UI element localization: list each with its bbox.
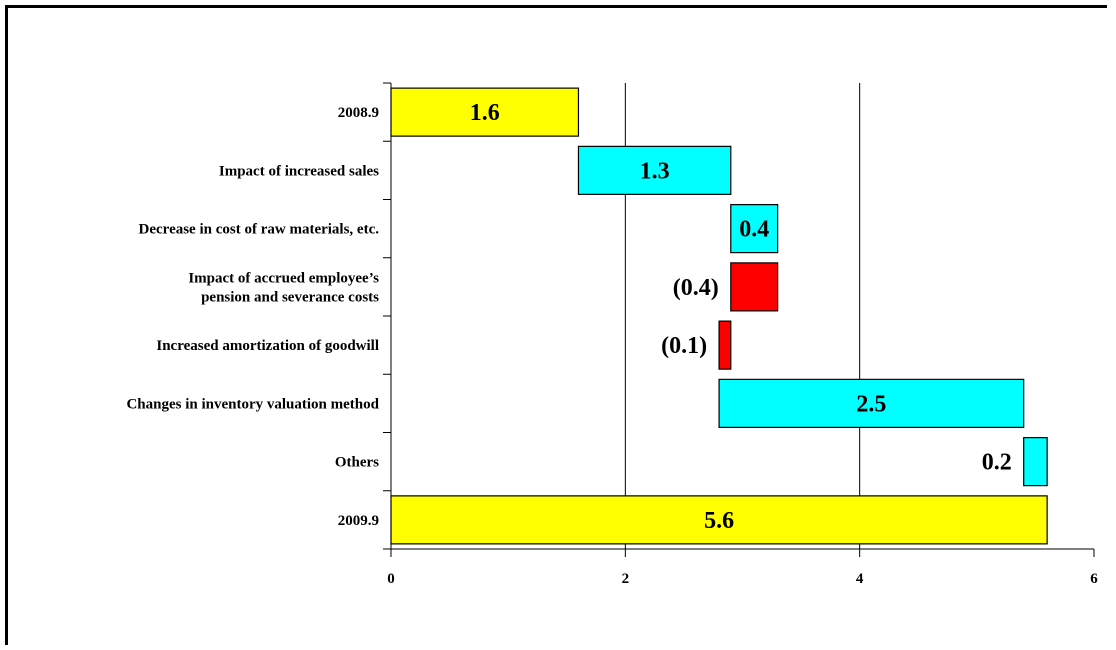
- bar: [718, 320, 732, 370]
- category-label: Changes in inventory valuation method: [126, 396, 379, 412]
- bar: [718, 378, 1025, 428]
- data-label: 0.2: [982, 450, 1012, 476]
- category-label: Impact of accrued employee’s: [188, 270, 379, 286]
- bar: [577, 145, 732, 195]
- data-label: 5.6: [704, 508, 734, 534]
- bar: [730, 204, 779, 254]
- data-label: 1.3: [640, 158, 670, 184]
- category-label: pension and severance costs: [201, 289, 379, 305]
- category-label: 2009.9: [338, 513, 379, 529]
- category-label: Others: [335, 455, 379, 471]
- data-label: 0.4: [739, 217, 769, 243]
- bar: [1023, 437, 1048, 487]
- bar: [390, 87, 580, 137]
- data-label: 1.6: [470, 100, 500, 126]
- x-tick-label: 4: [856, 571, 864, 587]
- bar: [730, 262, 779, 312]
- x-tick-label: 0: [387, 571, 395, 587]
- data-label: (0.4): [673, 275, 719, 301]
- category-label: 2008.9: [338, 105, 379, 121]
- category-label: Increased amortization of goodwill: [156, 338, 379, 354]
- chart-frame: [5, 5, 1107, 645]
- category-label: Decrease in cost of raw materials, etc.: [139, 222, 380, 238]
- category-label: Impact of increased sales: [219, 163, 379, 179]
- x-tick-label: 6: [1090, 571, 1098, 587]
- x-tick-label: 2: [622, 571, 630, 587]
- data-label: (0.1): [661, 333, 707, 359]
- data-label: 2.5: [856, 391, 886, 417]
- bar: [390, 495, 1048, 545]
